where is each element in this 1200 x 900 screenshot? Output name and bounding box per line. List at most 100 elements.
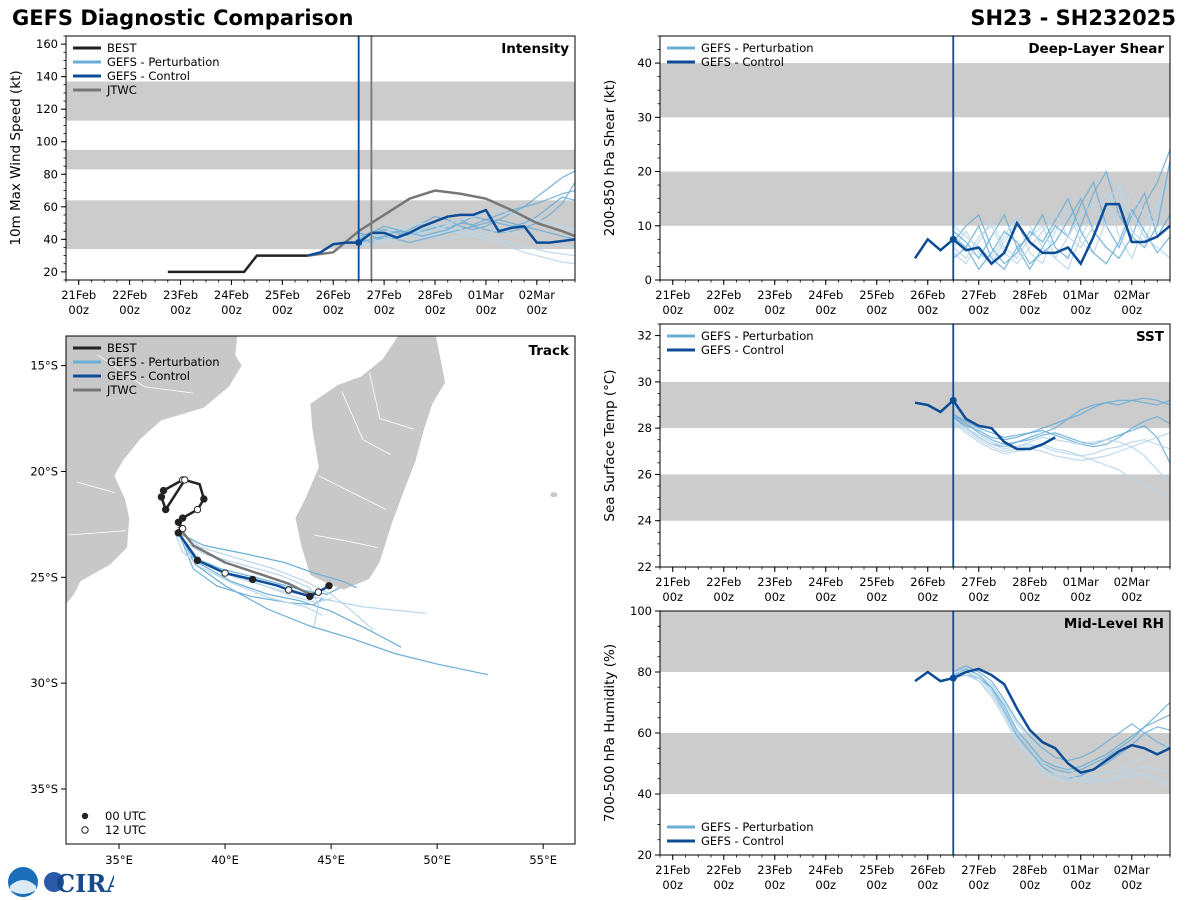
track-legend-label-jtwc: JTWC <box>106 383 137 397</box>
intensity-legend-label-jtwc: JTWC <box>106 83 137 97</box>
sst-ytick-label: 24 <box>637 514 652 528</box>
track-legend-label-control: GEFS - Control <box>107 369 190 383</box>
intensity-legend-label-best: BEST <box>107 41 137 55</box>
rh-control-line <box>914 667 1170 774</box>
sst-xtick-label-hour: 00z <box>662 590 683 604</box>
madagascar-landmass <box>294 336 447 591</box>
track-control-point <box>306 592 314 601</box>
track-control-point <box>174 529 183 537</box>
shear-ytick-label: 40 <box>637 56 652 70</box>
shear-perturbation-line-7 <box>952 180 1170 265</box>
track-legend-label-best: BEST <box>107 341 137 355</box>
intensity-ytick-label: 100 <box>36 135 58 149</box>
rh-xtick-label-date: 25Feb <box>859 863 894 877</box>
rh-xtick-label-hour: 00z <box>764 878 785 892</box>
sst-xtick-label-date: 23Feb <box>757 575 792 589</box>
sst-xtick-label-hour: 00z <box>968 590 989 604</box>
shear-ytick-label: 30 <box>637 110 652 124</box>
track-control-point <box>325 582 333 590</box>
cira-logo: CIRA <box>8 867 114 898</box>
sst-ylabel: Sea Surface Temp (°C) <box>602 369 618 521</box>
intensity-xtick-label-date: 23Feb <box>163 288 198 302</box>
rh-xtick-label-hour: 00z <box>1121 878 1142 892</box>
rh-xtick-label-date: 21Feb <box>655 863 690 877</box>
shear-plot-area <box>660 36 1170 280</box>
track-best-point <box>157 493 166 501</box>
rh-perturbation-line-6 <box>953 668 1170 771</box>
shear-xtick-label-date: 22Feb <box>706 288 741 302</box>
track-legend-label-12utc: 12 UTC <box>105 823 146 837</box>
intensity-xtick-label-date: 02Mar <box>519 288 556 302</box>
rh-perturbation-line-7 <box>953 671 1170 789</box>
track-xtick-label: 40°E <box>211 853 239 867</box>
intensity-legend-label-control: GEFS - Control <box>107 69 190 83</box>
storm-id: SH23 - SH232025 <box>970 6 1176 30</box>
cira-globe-icon <box>44 872 64 892</box>
track-legend-label-00utc: 00 UTC <box>105 809 146 823</box>
rh-xtick-label-hour: 00z <box>815 878 836 892</box>
rh-perturbation-line-4 <box>953 665 1170 762</box>
sst-xtick-label-hour: 00z <box>1019 590 1040 604</box>
shear-xtick-label-date: 23Feb <box>757 288 792 302</box>
intensity-band-2 <box>66 81 575 121</box>
rh-xtick-label-hour: 00z <box>917 878 938 892</box>
track-perturbation-line-4 <box>177 532 323 606</box>
shear-perturbation-line-3 <box>952 182 1170 271</box>
rh-ytick-label: 60 <box>637 726 652 740</box>
rh-xtick-label-hour: 00z <box>968 878 989 892</box>
africa-region-border-2 <box>68 530 126 536</box>
sst-ytick-label: 26 <box>637 467 652 481</box>
rh-xtick-label-date: 26Feb <box>910 863 945 877</box>
track-control-point <box>248 575 257 584</box>
intensity-band-0 <box>66 200 575 250</box>
track-best-point <box>159 486 168 495</box>
intensity-best-line <box>167 254 308 274</box>
sst-xtick-label-hour: 00z <box>917 590 938 604</box>
madagascar-region-border-2 <box>314 534 378 549</box>
sst-perturbation-line-3 <box>952 418 1170 457</box>
intensity-legend-label-perturbation: GEFS - Perturbation <box>107 55 220 69</box>
shear-xtick-label-date: 26Feb <box>910 288 945 302</box>
sst-control-line <box>914 398 1056 451</box>
shear-xtick-label-hour: 00z <box>917 303 938 317</box>
shear-xtick-label-hour: 00z <box>866 303 887 317</box>
intensity-xtick-label-date: 26Feb <box>316 288 351 302</box>
intensity-ytick-label: 140 <box>36 70 58 84</box>
rh-legend-label-control: GEFS - Control <box>701 834 784 848</box>
track-best-point <box>193 505 202 514</box>
sst-frame <box>659 323 1171 568</box>
sst-legend-label-perturbation: GEFS - Perturbation <box>701 329 814 343</box>
rh-xtick-label-hour: 00z <box>662 878 683 892</box>
sst-ytick-label: 30 <box>637 375 652 389</box>
track-control-point <box>221 569 229 577</box>
sst-xtick-label-date: 28Feb <box>1012 575 1047 589</box>
rh-ytick-label: 20 <box>637 848 652 862</box>
sst-ytick-label: 22 <box>637 560 652 574</box>
page-title: GEFS Diagnostic Comparison <box>12 6 354 30</box>
sst-plot-area <box>660 324 1170 567</box>
rh-ytick-label: 80 <box>637 665 652 679</box>
intensity-xtick-label-hour: 00z <box>323 303 344 317</box>
intensity-xtick-label-date: 28Feb <box>418 288 453 302</box>
track-map-area <box>66 336 558 676</box>
track-legend-marker-12utc <box>81 826 89 834</box>
shear-ylabel: 200-850 hPa Shear (kt) <box>602 80 618 237</box>
shear-xtick-label-date: 27Feb <box>961 288 996 302</box>
rh-xtick-label-date: 23Feb <box>757 863 792 877</box>
rh-xtick-label-hour: 00z <box>1019 878 1040 892</box>
noaa-gull-icon <box>10 880 36 894</box>
track-xtick-label: 50°E <box>423 853 451 867</box>
track-perturbation-line-8 <box>178 532 357 589</box>
track-best-point <box>174 518 183 526</box>
rh-ytick-label: 100 <box>630 604 652 618</box>
intensity-perturbation-line-3 <box>358 225 575 249</box>
sst-xtick-label-hour: 00z <box>866 590 887 604</box>
shear-xtick-label-date: 28Feb <box>1012 288 1047 302</box>
intensity-xtick-label-date: 01Mar <box>468 288 505 302</box>
intensity-xtick-label-hour: 00z <box>374 303 395 317</box>
intensity-perturbation-line-7 <box>358 225 575 257</box>
intensity-xtick-label-hour: 00z <box>119 303 140 317</box>
sst-xtick-label-hour: 00z <box>1121 590 1142 604</box>
rh-perturbation-line-3 <box>953 671 1170 783</box>
shear-legend-label-control: GEFS - Control <box>701 55 784 69</box>
